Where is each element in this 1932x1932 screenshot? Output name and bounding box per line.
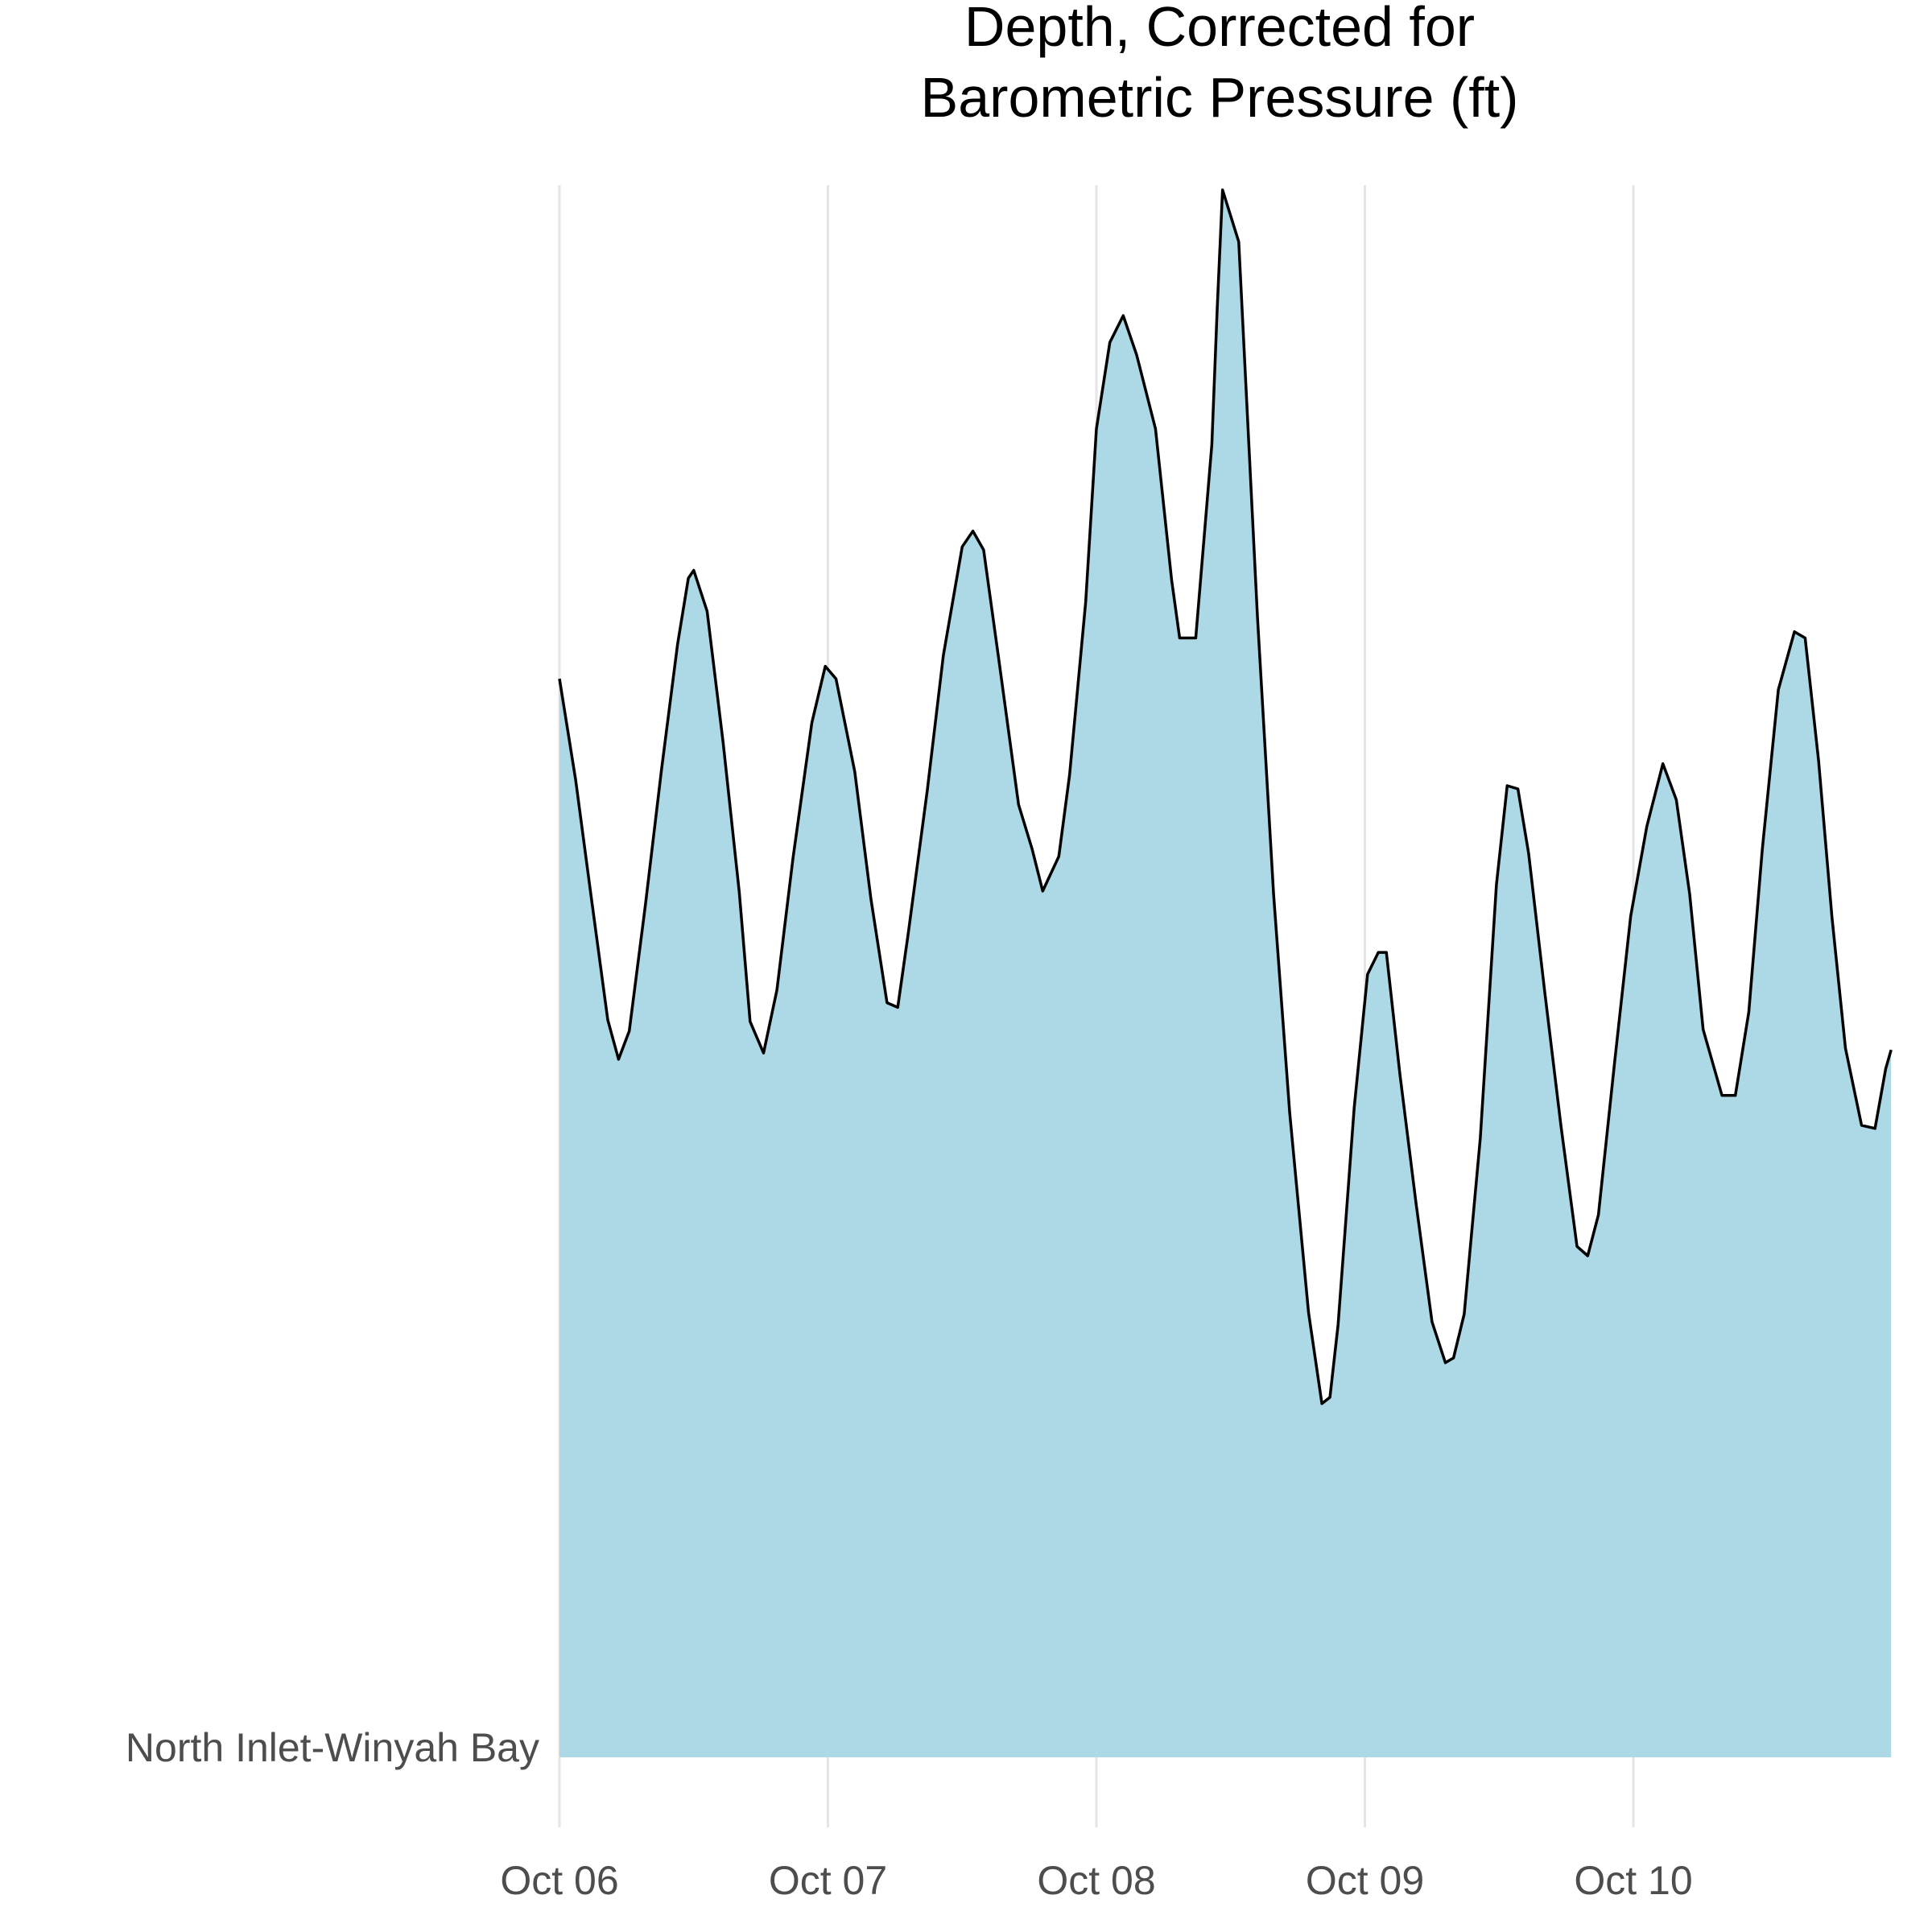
chart-title-line-1: Depth, Corrected for (964, 0, 1475, 58)
x-tick-label-5: Oct 10 (1574, 1858, 1692, 1903)
chart-title-line-2: Barometric Pressure (ft) (921, 66, 1519, 129)
x-tick-label-2: Oct 07 (769, 1858, 887, 1903)
x-axis-ticks: Oct 06 Oct 07 Oct 08 Oct 09 Oct 10 (500, 1858, 1692, 1903)
series-area (558, 188, 1893, 1757)
chart-title: Depth, Corrected for Barometric Pressure… (921, 0, 1519, 129)
y-axis-ticks: North Inlet-Winyah Bay (126, 1725, 539, 1770)
depth-series-line (558, 188, 1893, 1406)
x-tick-label-3: Oct 08 (1037, 1858, 1155, 1903)
x-tick-label-1: Oct 06 (500, 1858, 618, 1903)
x-tick-label-4: Oct 09 (1306, 1858, 1424, 1903)
y-tick-label-north-inlet: North Inlet-Winyah Bay (126, 1725, 539, 1770)
depth-area-fill (559, 189, 1892, 1757)
